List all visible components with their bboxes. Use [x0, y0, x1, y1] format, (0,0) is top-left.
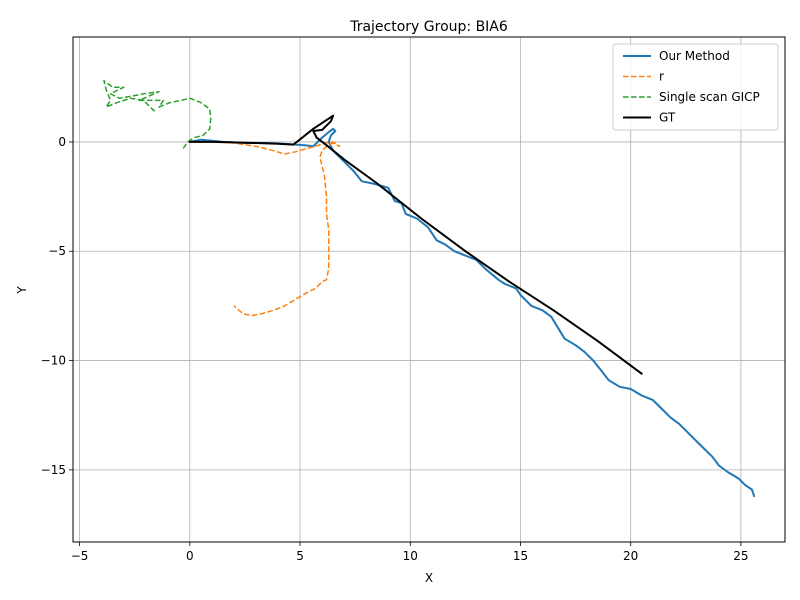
y-tick-label: −10: [41, 354, 66, 368]
x-tick-label: 25: [733, 549, 748, 563]
x-tick-label: 15: [513, 549, 528, 563]
legend: Our Method r Single scan GICP GT: [612, 43, 779, 131]
series-line-2: [103, 79, 212, 149]
x-axis-ticks: −5 0 5 10 15 20 25: [71, 542, 749, 563]
legend-label-1: r: [659, 70, 664, 84]
series-line-3: [188, 114, 643, 375]
chart-title: Trajectory Group: BIA6: [349, 19, 508, 35]
legend-label-0: Our Method: [659, 49, 730, 63]
x-tick-label: 5: [296, 549, 304, 563]
y-axis-ticks: 0 −5 −10 −15: [41, 135, 73, 477]
y-tick-label: −5: [48, 244, 66, 258]
x-tick-label: −5: [71, 549, 89, 563]
x-axis-label: X: [425, 571, 433, 585]
y-tick-label: 0: [58, 135, 66, 149]
y-tick-label: −15: [41, 463, 66, 477]
plot-area-frame: [72, 36, 786, 543]
series-line-0: [188, 127, 756, 498]
legend-label-3: GT: [659, 111, 676, 125]
y-axis-label: Y: [15, 286, 29, 295]
plot-series: [103, 79, 756, 498]
x-tick-label: 10: [403, 549, 418, 563]
series-line-1: [189, 141, 341, 317]
legend-box: [612, 43, 779, 131]
x-tick-label: 20: [623, 549, 638, 563]
x-tick-label: 0: [186, 549, 194, 563]
legend-label-2: Single scan GICP: [659, 90, 760, 104]
